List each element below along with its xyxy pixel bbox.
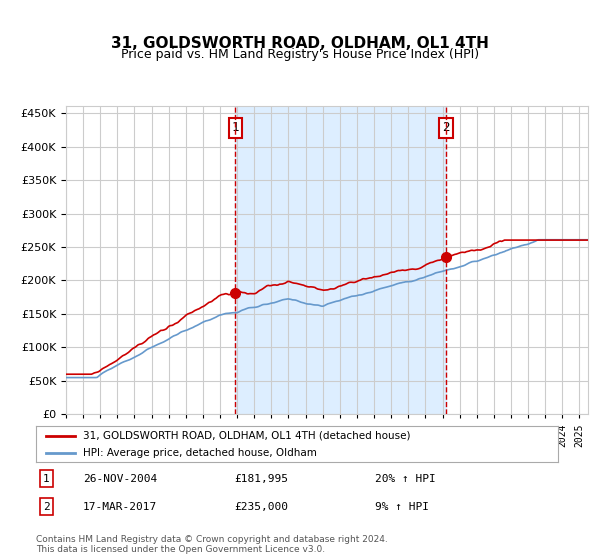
Bar [235,106,446,414]
Text: 2: 2 [43,502,50,512]
Text: 17-MAR-2017: 17-MAR-2017 [83,502,157,512]
Text: £235,000: £235,000 [235,502,289,512]
Text: 20% ↑ HPI: 20% ↑ HPI [376,474,436,484]
Text: 1: 1 [232,122,239,134]
Text: Price paid vs. HM Land Registry's House Price Index (HPI): Price paid vs. HM Land Registry's House … [121,48,479,60]
Text: 26-NOV-2004: 26-NOV-2004 [83,474,157,484]
Text: 1: 1 [43,474,50,484]
Text: 31, GOLDSWORTH ROAD, OLDHAM, OL1 4TH (detached house): 31, GOLDSWORTH ROAD, OLDHAM, OL1 4TH (de… [83,431,410,441]
Text: HPI: Average price, detached house, Oldham: HPI: Average price, detached house, Oldh… [83,448,317,458]
Text: 2: 2 [442,122,449,134]
Text: Contains HM Land Registry data © Crown copyright and database right 2024.
This d: Contains HM Land Registry data © Crown c… [36,535,388,554]
Text: 9% ↑ HPI: 9% ↑ HPI [376,502,430,512]
Text: £181,995: £181,995 [235,474,289,484]
Text: 31, GOLDSWORTH ROAD, OLDHAM, OL1 4TH: 31, GOLDSWORTH ROAD, OLDHAM, OL1 4TH [111,36,489,52]
